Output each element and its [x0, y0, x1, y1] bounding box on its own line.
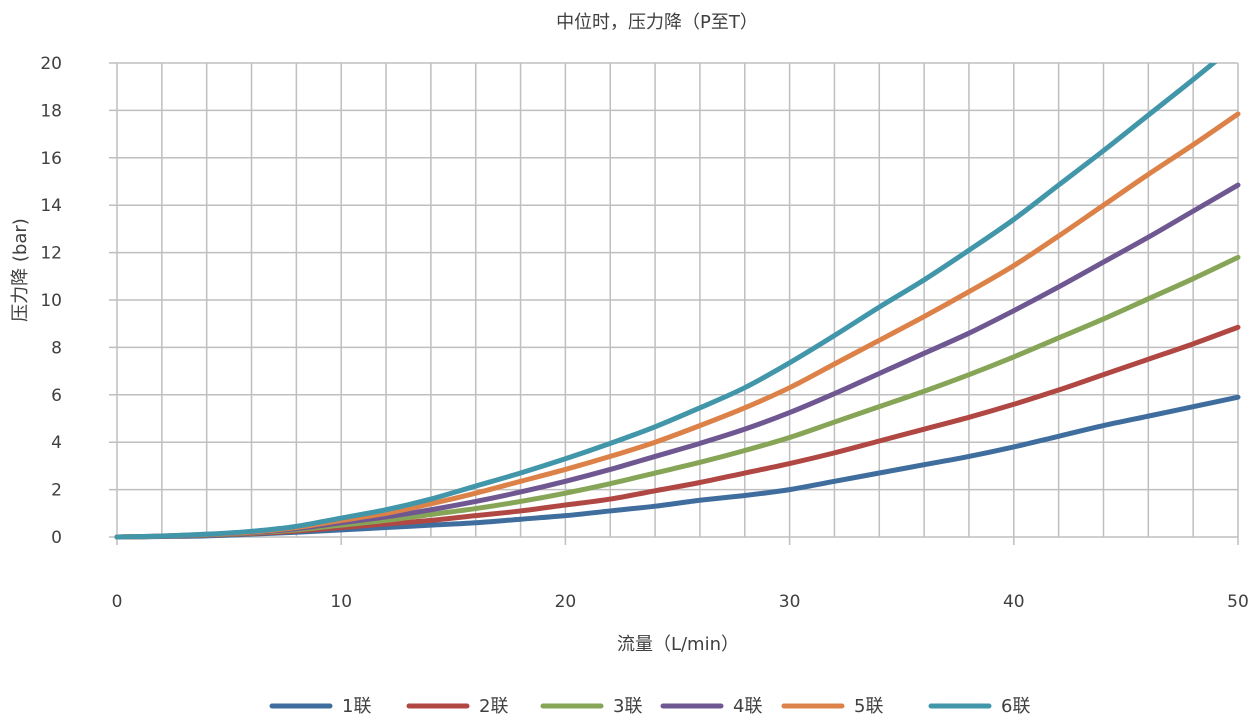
y-tick-label: 8 [51, 338, 62, 358]
y-axis-label: 压力降 (bar) [10, 218, 31, 322]
y-tick-label: 12 [40, 244, 62, 264]
y-tick-label: 2 [51, 481, 62, 501]
legend-label-3: 3联 [613, 696, 642, 717]
series-lines [114, 63, 1241, 540]
y-tick-label: 20 [40, 54, 62, 74]
legend-label-6: 6联 [1001, 696, 1030, 717]
x-tick-label: 10 [330, 592, 352, 612]
y-tick-label: 18 [40, 101, 62, 121]
y-tick-label: 14 [40, 196, 62, 216]
legend: 1联 2联 3联 4联 5联 6联 [269, 696, 1030, 717]
y-tick-label: 0 [51, 528, 62, 548]
x-tick-label: 50 [1227, 592, 1249, 612]
x-tick-label: 40 [1003, 592, 1025, 612]
chart-title: 中位时，压力降（P至T） [556, 12, 758, 33]
legend-label-2: 2联 [479, 696, 508, 717]
x-tick-label: 0 [112, 592, 123, 612]
grid [109, 62, 1239, 545]
x-tick-label: 20 [555, 592, 577, 612]
y-tick-label: 6 [51, 386, 62, 406]
x-axis-ticks: 0 10 20 30 40 50 [112, 592, 1249, 612]
legend-label-1: 1联 [342, 696, 371, 717]
x-axis-label: 流量（L/min） [617, 634, 739, 655]
legend-label-5: 5联 [854, 696, 883, 717]
y-tick-label: 10 [40, 291, 62, 311]
y-tick-label: 4 [51, 433, 62, 453]
series-line-6 [114, 63, 1218, 540]
legend-label-4: 4联 [733, 696, 762, 717]
x-tick-label: 30 [779, 592, 801, 612]
y-tick-label: 16 [40, 149, 62, 169]
y-axis-ticks: 0 2 4 6 8 10 12 14 16 18 20 [40, 54, 62, 548]
